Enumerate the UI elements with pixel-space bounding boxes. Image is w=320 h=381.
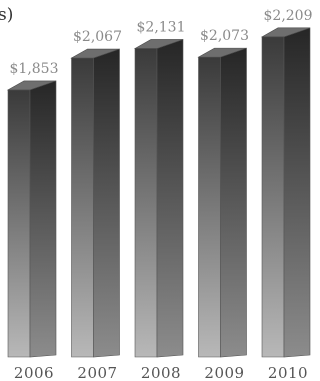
bar-2007 (70, 48, 120, 358)
x-tick-label: 2007 (77, 364, 117, 381)
value-label: $2,131 (137, 19, 186, 35)
labels-layer: $1,853 2006 $2,067 2007 $2,131 2008 $2,073 2009… (10, 8, 313, 381)
value-label: $1,853 (10, 61, 59, 77)
x-tick-label: 2010 (268, 364, 308, 381)
bar-top-cap (260, 27, 311, 38)
bar-2006 (6, 80, 57, 358)
bar-front-face (198, 56, 221, 358)
x-tick-label: 2009 (204, 364, 244, 381)
bar-side-face (283, 27, 311, 358)
x-tick-label: 2006 (14, 364, 54, 381)
bar-front-face (71, 57, 94, 358)
bar-front-face (261, 36, 285, 358)
x-tick-label: 2008 (141, 364, 181, 381)
bar-front-face (7, 89, 31, 358)
value-label: $2,067 (73, 29, 122, 45)
bar-2010 (260, 27, 311, 358)
bar-side-face (156, 39, 184, 358)
value-label: $2,209 (264, 8, 313, 24)
bar-side-face (29, 80, 57, 358)
bar-top-cap (133, 39, 184, 49)
bar-front-face (134, 48, 158, 358)
bar-top-cap (197, 47, 247, 58)
bar-side-face (93, 48, 120, 358)
bars-layer (6, 27, 311, 358)
bar-side-face (220, 47, 247, 358)
bar-2009 (197, 47, 247, 358)
value-label: $2,073 (200, 28, 249, 44)
chart-title-fragment: s) (0, 5, 13, 25)
bar-top-cap (70, 48, 120, 59)
bar-2008 (133, 39, 184, 358)
bar-top-cap (6, 80, 57, 91)
